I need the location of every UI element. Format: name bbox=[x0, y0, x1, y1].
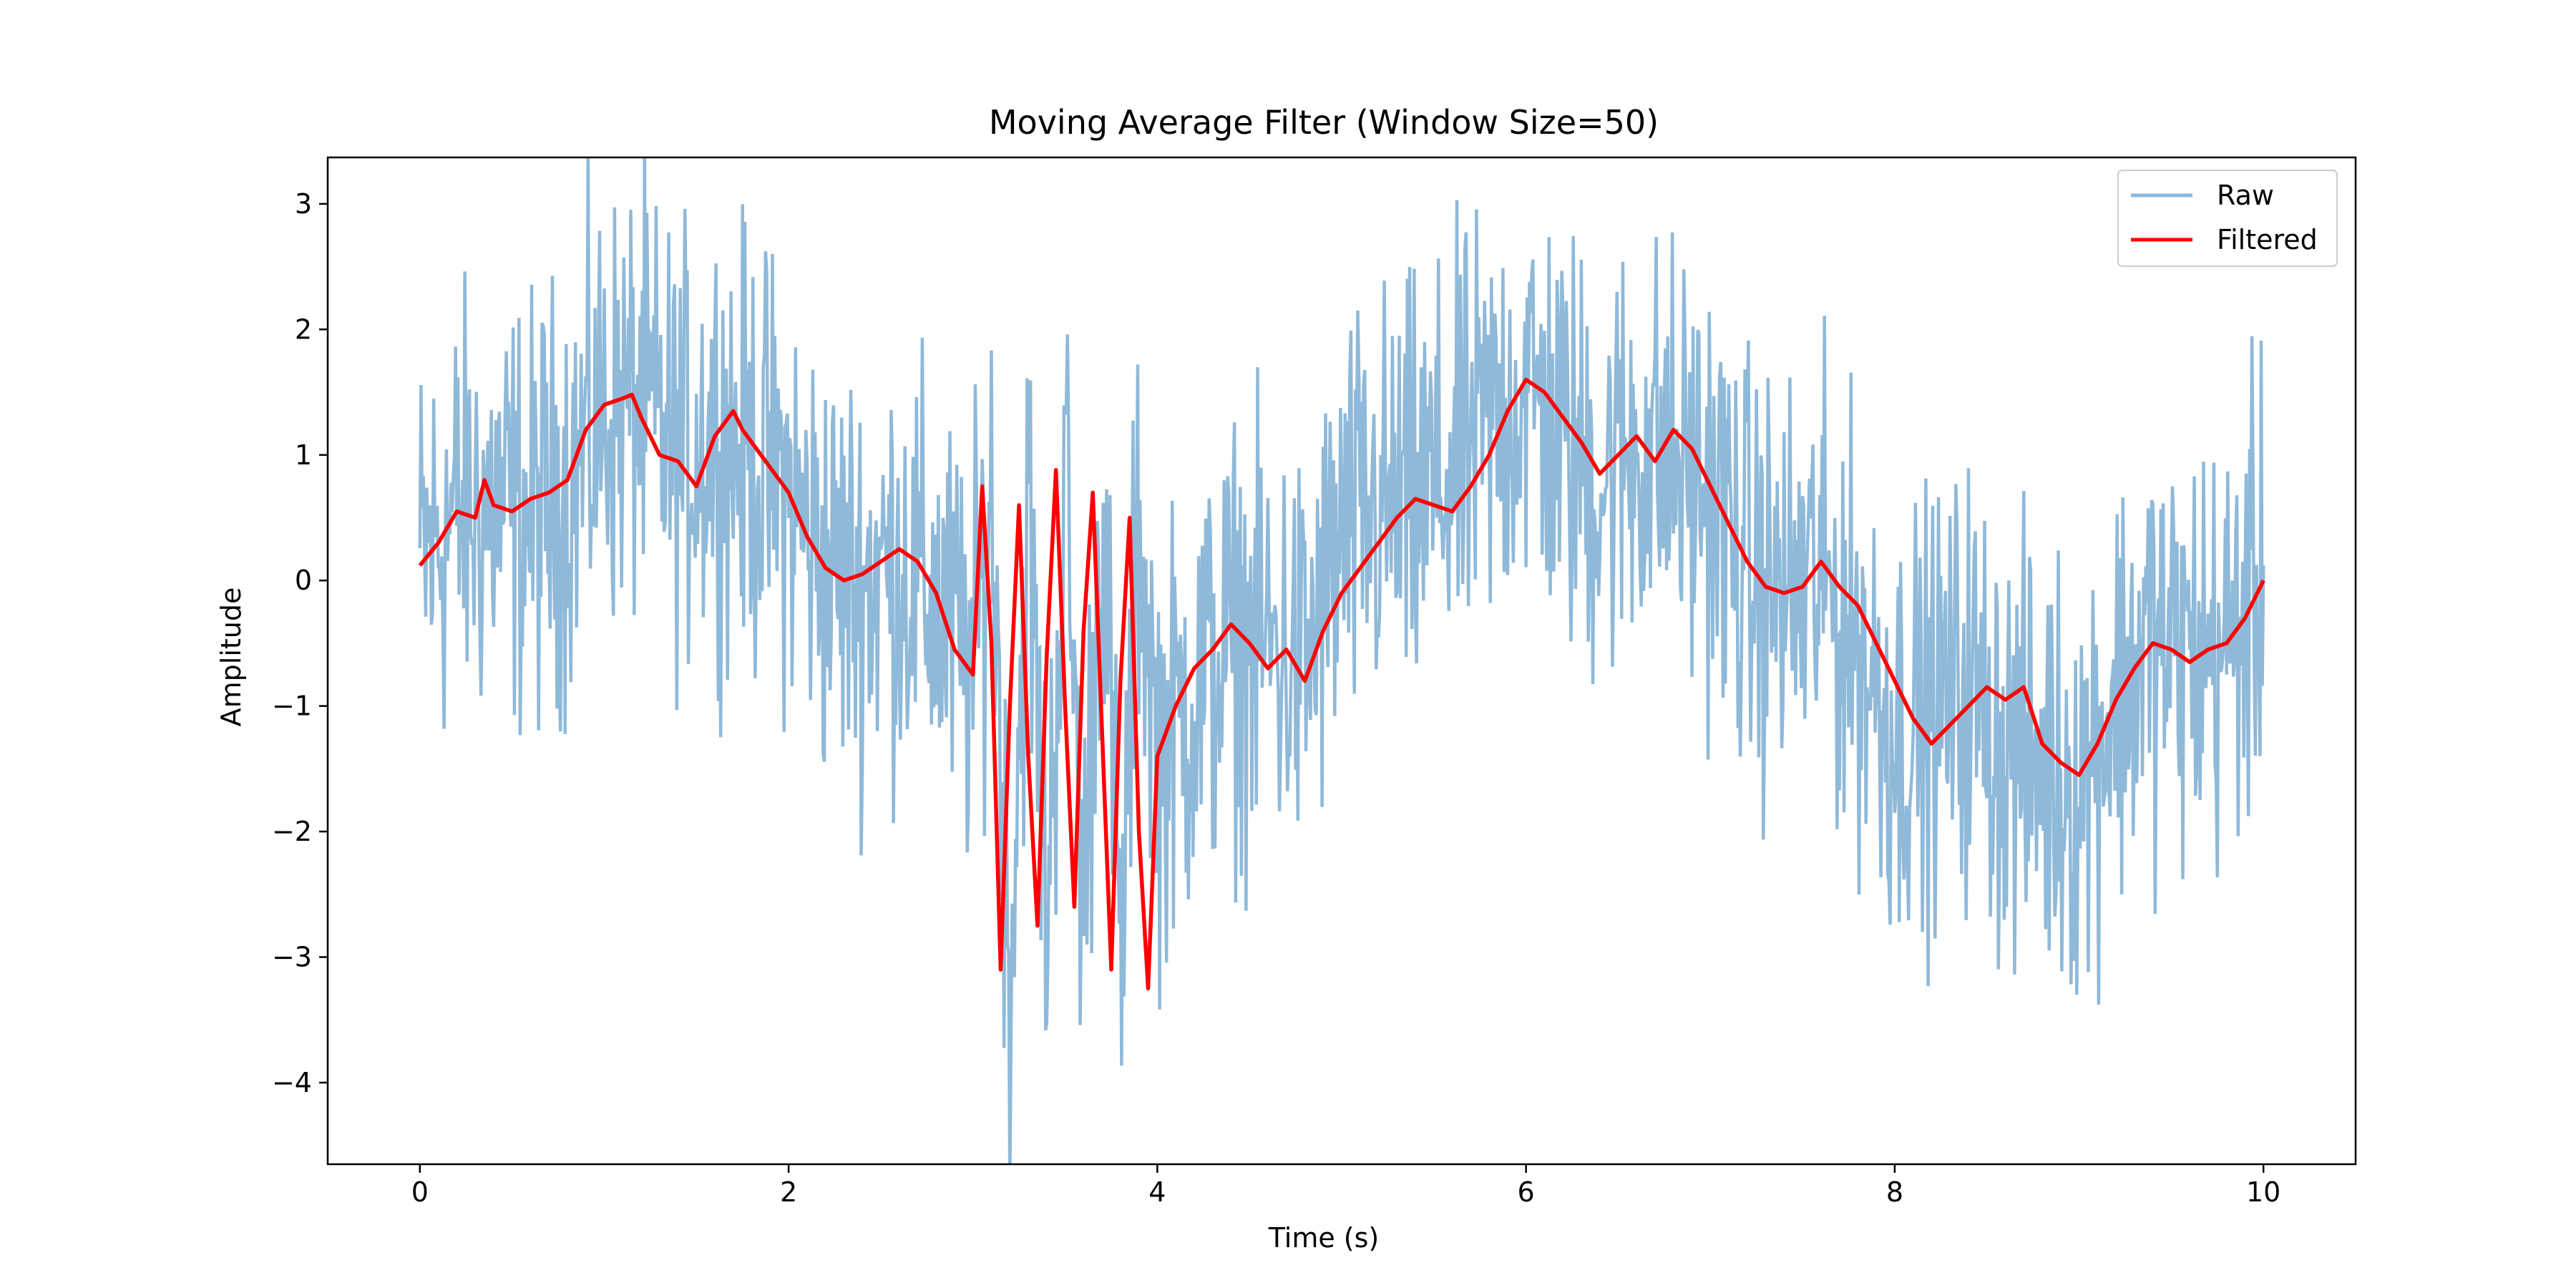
chart-title: Moving Average Filter (Window Size=50) bbox=[989, 103, 1659, 142]
series-filtered-line bbox=[418, 377, 2265, 991]
x-tick-label: 8 bbox=[1886, 1176, 1903, 1208]
y-tick-label: −3 bbox=[272, 942, 312, 973]
x-tick-label: 6 bbox=[1518, 1176, 1535, 1208]
x-tick-label: 0 bbox=[411, 1176, 429, 1208]
x-axis-label: Time (s) bbox=[1268, 1222, 1380, 1254]
x-tick-label: 10 bbox=[2246, 1176, 2280, 1208]
plot-area bbox=[418, 157, 2265, 1164]
legend: Raw Filtered bbox=[2117, 170, 2338, 267]
y-tick-label: −4 bbox=[272, 1067, 312, 1098]
legend-filtered-label: Filtered bbox=[2217, 224, 2318, 255]
y-tick-label: 3 bbox=[295, 188, 312, 220]
y-tick-label: 0 bbox=[295, 565, 312, 596]
x-tick-label: 2 bbox=[780, 1176, 797, 1208]
y-tick-label: 1 bbox=[295, 439, 312, 471]
axes-frame bbox=[326, 156, 2357, 1166]
y-tick-label: −1 bbox=[272, 691, 312, 722]
axes: 0 2 4 6 8 10 −4 −3 −2 −1 0 1 2 3 bbox=[272, 156, 2357, 1208]
legend-raw-label: Raw bbox=[2217, 180, 2274, 211]
series-raw-line bbox=[418, 157, 2265, 1164]
y-tick-label: 2 bbox=[295, 313, 312, 345]
x-tick-label: 4 bbox=[1148, 1176, 1166, 1208]
y-axis-label: Amplitude bbox=[215, 587, 247, 727]
y-tick-label: −2 bbox=[272, 816, 312, 847]
